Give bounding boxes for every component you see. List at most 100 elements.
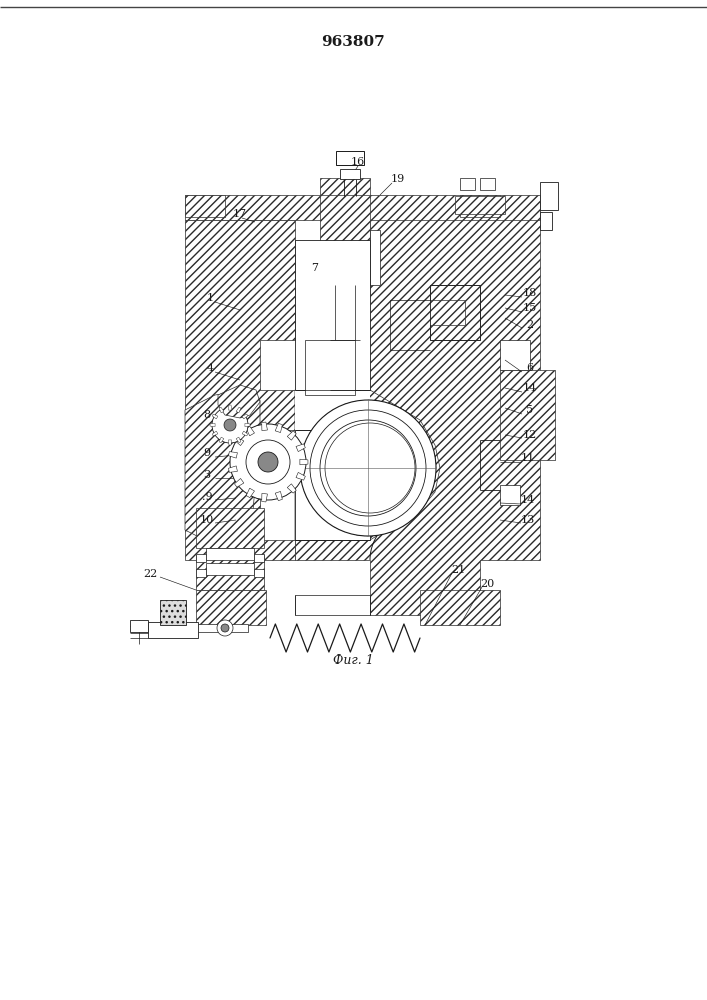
Polygon shape: [300, 459, 308, 465]
Polygon shape: [334, 518, 348, 532]
Polygon shape: [245, 423, 250, 427]
Polygon shape: [185, 195, 540, 220]
Text: 6: 6: [527, 363, 534, 373]
Circle shape: [361, 461, 375, 475]
Text: 2: 2: [527, 320, 534, 330]
Polygon shape: [242, 414, 248, 419]
Polygon shape: [320, 195, 370, 285]
Polygon shape: [301, 445, 313, 458]
Bar: [330, 285, 360, 340]
Polygon shape: [356, 525, 368, 536]
Polygon shape: [304, 488, 317, 502]
Polygon shape: [397, 512, 411, 527]
Polygon shape: [412, 497, 427, 512]
Bar: [500, 485, 520, 505]
Bar: [540, 182, 558, 210]
Polygon shape: [295, 390, 440, 540]
Bar: [460, 178, 475, 190]
Bar: [420, 590, 500, 625]
Circle shape: [353, 453, 383, 483]
Circle shape: [212, 407, 248, 443]
Polygon shape: [296, 472, 305, 480]
Text: 12: 12: [523, 430, 537, 440]
Bar: [370, 230, 380, 285]
Polygon shape: [405, 416, 420, 431]
Text: 15: 15: [523, 303, 537, 313]
Bar: [500, 370, 555, 460]
Text: 9: 9: [204, 448, 211, 458]
Text: 14: 14: [523, 383, 537, 393]
Bar: [196, 554, 206, 562]
Polygon shape: [228, 440, 232, 445]
Polygon shape: [185, 220, 295, 560]
Polygon shape: [368, 400, 380, 411]
Text: 963807: 963807: [321, 35, 385, 49]
Circle shape: [230, 424, 306, 500]
Bar: [254, 554, 264, 562]
Bar: [295, 430, 370, 540]
Bar: [198, 624, 248, 632]
Text: 4: 4: [206, 363, 214, 373]
Polygon shape: [236, 407, 241, 413]
Bar: [540, 212, 552, 230]
Bar: [196, 555, 264, 590]
Bar: [460, 195, 500, 217]
Polygon shape: [300, 468, 311, 480]
Polygon shape: [236, 437, 241, 443]
Circle shape: [217, 620, 233, 636]
Polygon shape: [218, 385, 260, 418]
Text: 10: 10: [200, 515, 214, 525]
Polygon shape: [185, 390, 260, 545]
Polygon shape: [228, 466, 238, 472]
Text: 1: 1: [206, 293, 214, 303]
Polygon shape: [296, 444, 305, 452]
Polygon shape: [419, 434, 432, 448]
Polygon shape: [423, 478, 435, 491]
Bar: [196, 569, 206, 577]
Polygon shape: [430, 285, 480, 340]
Polygon shape: [210, 423, 215, 427]
Bar: [480, 178, 495, 190]
Text: 3: 3: [204, 470, 211, 480]
Bar: [206, 548, 254, 560]
Circle shape: [310, 410, 426, 526]
Polygon shape: [295, 200, 545, 615]
Bar: [295, 240, 370, 390]
Polygon shape: [287, 484, 296, 493]
Text: .9: .9: [201, 492, 212, 502]
Circle shape: [224, 419, 236, 431]
Text: 21: 21: [451, 565, 465, 575]
Text: Фиг. 1: Фиг. 1: [332, 654, 373, 666]
Bar: [196, 590, 266, 625]
Polygon shape: [242, 431, 248, 436]
Bar: [148, 622, 198, 638]
Circle shape: [300, 400, 436, 536]
Polygon shape: [228, 405, 232, 410]
Text: 19: 19: [391, 174, 405, 184]
Bar: [295, 595, 370, 615]
Bar: [336, 151, 364, 165]
Circle shape: [325, 423, 415, 513]
Polygon shape: [316, 505, 331, 520]
Polygon shape: [212, 431, 218, 436]
Text: 13: 13: [521, 515, 535, 525]
Circle shape: [221, 624, 229, 632]
Bar: [130, 620, 148, 632]
Polygon shape: [246, 426, 255, 436]
Text: 16: 16: [351, 157, 365, 167]
Bar: [320, 178, 370, 198]
Text: 7: 7: [312, 263, 318, 273]
Polygon shape: [228, 452, 238, 458]
Circle shape: [258, 452, 278, 472]
Polygon shape: [219, 437, 224, 443]
Bar: [295, 390, 370, 540]
Bar: [196, 508, 264, 548]
Polygon shape: [212, 414, 218, 419]
Polygon shape: [262, 422, 267, 431]
Text: 5: 5: [527, 405, 534, 415]
Polygon shape: [378, 523, 391, 535]
Text: 14: 14: [521, 495, 535, 505]
Bar: [185, 195, 225, 217]
Polygon shape: [325, 409, 339, 424]
Polygon shape: [345, 401, 358, 413]
